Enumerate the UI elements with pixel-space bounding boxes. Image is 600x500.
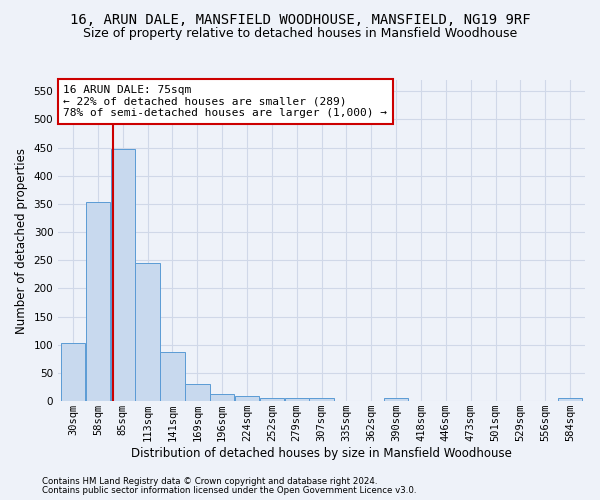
Bar [86, 202, 110, 401]
Bar [185, 384, 209, 401]
Bar [110, 150, 135, 401]
Text: Contains public sector information licensed under the Open Government Licence v3: Contains public sector information licen… [42, 486, 416, 495]
Bar [210, 394, 235, 401]
Y-axis label: Number of detached properties: Number of detached properties [15, 148, 28, 334]
Text: 16, ARUN DALE, MANSFIELD WOODHOUSE, MANSFIELD, NG19 9RF: 16, ARUN DALE, MANSFIELD WOODHOUSE, MANS… [70, 12, 530, 26]
Bar [384, 398, 409, 401]
Bar [136, 263, 160, 401]
Bar [61, 343, 85, 401]
Bar [558, 398, 582, 401]
Text: Contains HM Land Registry data © Crown copyright and database right 2024.: Contains HM Land Registry data © Crown c… [42, 477, 377, 486]
Text: 16 ARUN DALE: 75sqm
← 22% of detached houses are smaller (289)
78% of semi-detac: 16 ARUN DALE: 75sqm ← 22% of detached ho… [64, 85, 388, 118]
Text: Size of property relative to detached houses in Mansfield Woodhouse: Size of property relative to detached ho… [83, 28, 517, 40]
Bar [260, 398, 284, 401]
Bar [310, 398, 334, 401]
Bar [160, 352, 185, 401]
Bar [284, 398, 309, 401]
Bar [235, 396, 259, 401]
X-axis label: Distribution of detached houses by size in Mansfield Woodhouse: Distribution of detached houses by size … [131, 447, 512, 460]
